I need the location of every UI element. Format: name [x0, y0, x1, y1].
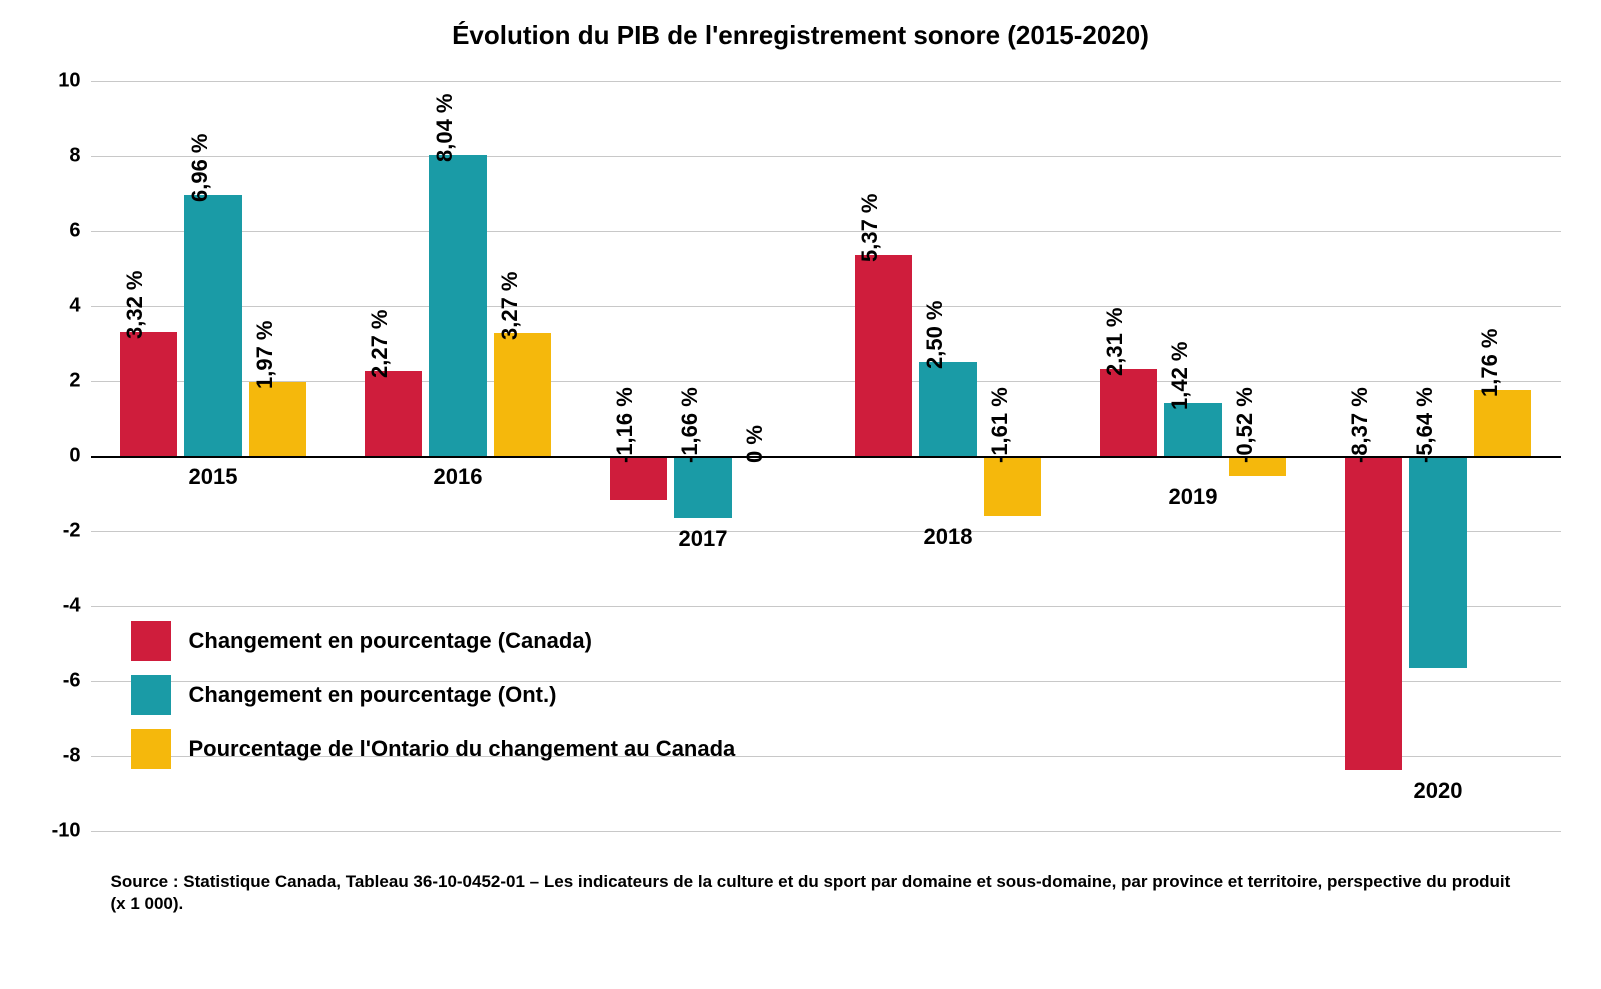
bar — [919, 362, 976, 456]
legend-swatch — [131, 675, 171, 715]
bar-value-label: -0,52 % — [1232, 387, 1258, 463]
y-tick-label: -8 — [63, 745, 91, 768]
y-tick-label: -2 — [63, 520, 91, 543]
chart-container: Évolution du PIB de l'enregistrement son… — [21, 20, 1581, 915]
bar — [365, 371, 422, 456]
bar-value-label: -5,64 % — [1412, 387, 1438, 463]
y-tick-label: -10 — [52, 820, 91, 843]
bar — [1474, 390, 1531, 456]
bar-value-label: -8,37 % — [1347, 387, 1373, 463]
bar-value-label: 1,97 % — [252, 321, 278, 390]
bar — [855, 255, 912, 456]
bar-value-label: 2,31 % — [1102, 308, 1128, 377]
bar-value-label: -1,66 % — [677, 387, 703, 463]
x-category-label: 2017 — [679, 526, 728, 552]
bar-value-label: 6,96 % — [187, 134, 213, 203]
y-tick-label: 8 — [69, 145, 90, 168]
y-tick-label: -6 — [63, 670, 91, 693]
y-tick-label: 2 — [69, 370, 90, 393]
bar-value-label: 2,27 % — [367, 309, 393, 378]
bar — [249, 382, 306, 456]
bar — [1100, 369, 1157, 456]
legend-label: Pourcentage de l'Ontario du changement a… — [189, 736, 736, 762]
bar — [984, 456, 1041, 516]
bar — [120, 332, 177, 457]
bar-value-label: -1,61 % — [987, 387, 1013, 463]
bar — [1164, 403, 1221, 456]
bar-value-label: 1,42 % — [1167, 341, 1193, 410]
legend: Changement en pourcentage (Canada) Change… — [131, 599, 736, 791]
y-tick-label: 4 — [69, 295, 90, 318]
bar-value-label: 3,32 % — [122, 270, 148, 339]
bar-value-label: 8,04 % — [432, 93, 458, 162]
bar — [429, 155, 486, 457]
axis-zero-line — [91, 456, 1561, 458]
bar — [494, 333, 551, 456]
grid-line — [91, 831, 1561, 832]
bar-value-label: 3,27 % — [497, 272, 523, 341]
y-tick-label: -4 — [63, 595, 91, 618]
legend-label: Changement en pourcentage (Ont.) — [189, 682, 557, 708]
bar-value-label: -1,16 % — [612, 387, 638, 463]
x-category-label: 2018 — [924, 524, 973, 550]
legend-label: Changement en pourcentage (Canada) — [189, 628, 592, 654]
bar — [184, 195, 241, 456]
legend-swatch — [131, 729, 171, 769]
legend-item: Changement en pourcentage (Canada) — [131, 621, 736, 661]
bar — [1345, 456, 1402, 770]
legend-swatch — [131, 621, 171, 661]
y-tick-label: 6 — [69, 220, 90, 243]
source-note: Source : Statistique Canada, Tableau 36-… — [111, 871, 1511, 915]
bar-value-label: 1,76 % — [1477, 329, 1503, 398]
chart-title: Évolution du PIB de l'enregistrement son… — [21, 20, 1581, 51]
x-category-label: 2019 — [1169, 484, 1218, 510]
bar — [674, 456, 731, 518]
x-category-label: 2016 — [434, 464, 483, 490]
y-tick-label: 10 — [58, 70, 90, 93]
bar-value-label: 5,37 % — [857, 193, 883, 262]
legend-item: Pourcentage de l'Ontario du changement a… — [131, 729, 736, 769]
y-tick-label: 0 — [69, 445, 90, 468]
x-category-label: 2020 — [1414, 778, 1463, 804]
bar — [1409, 456, 1466, 668]
x-category-label: 2015 — [189, 464, 238, 490]
bar-value-label: 2,50 % — [922, 301, 948, 370]
plot-area: 3,32 % 6,96 % 1,97 % 2015 2,27 % 8,04 % 3,27 %… — [91, 81, 1561, 831]
legend-item: Changement en pourcentage (Ont.) — [131, 675, 736, 715]
